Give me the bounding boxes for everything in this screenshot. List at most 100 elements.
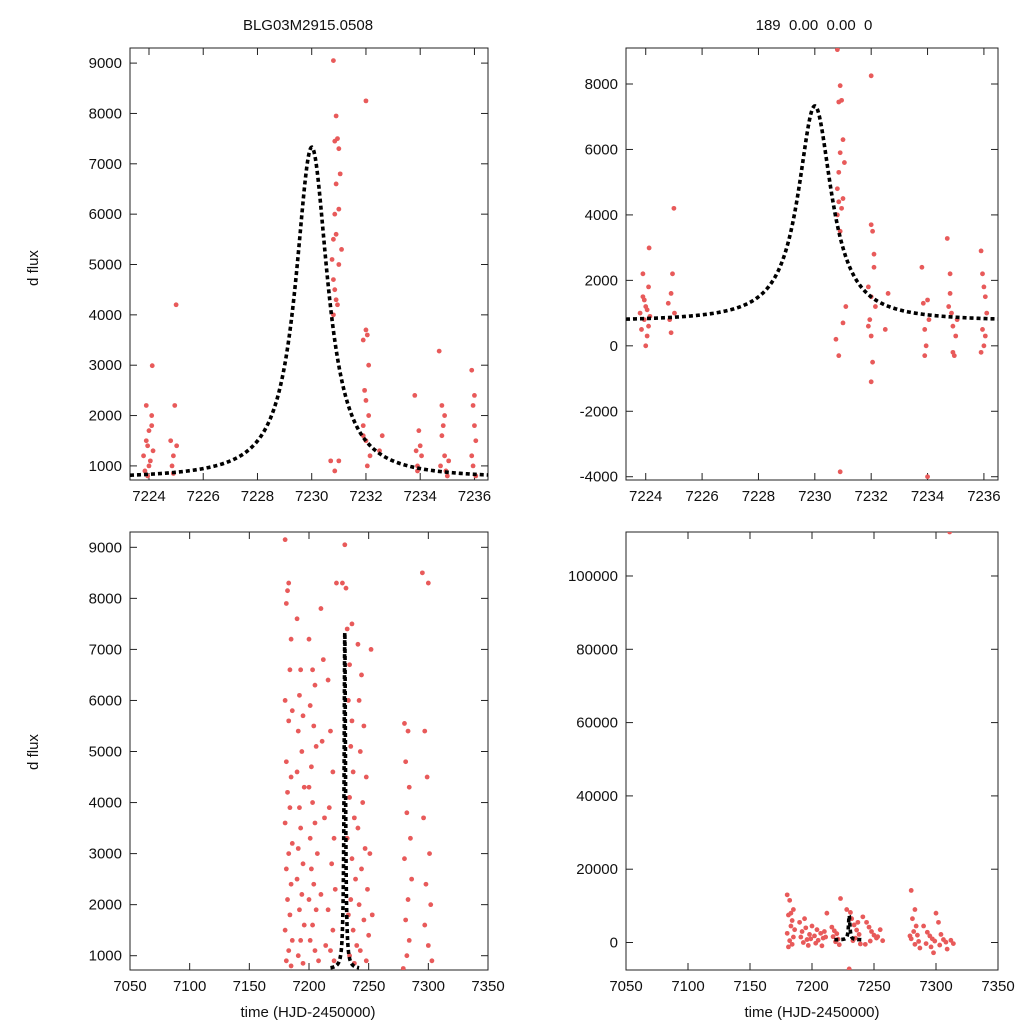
data-point (644, 307, 650, 313)
data-point (312, 820, 318, 826)
data-point (864, 919, 869, 925)
y-tick-label: 5000 (89, 744, 122, 761)
data-point (288, 636, 294, 642)
data-point (403, 759, 409, 765)
data-point (356, 698, 362, 703)
data-point (285, 588, 290, 594)
data-point (351, 815, 357, 821)
data-point (425, 580, 431, 586)
y-tick-label: 8000 (585, 76, 618, 93)
data-point (320, 657, 326, 663)
data-point (285, 789, 290, 795)
data-point (323, 943, 329, 948)
data-point (877, 927, 883, 933)
data-point (926, 317, 932, 323)
y-tick-label: 8000 (89, 105, 122, 122)
y-tick-label: -2000 (580, 403, 618, 420)
data-point (982, 333, 988, 339)
data-point (805, 943, 811, 948)
data-point (282, 698, 288, 703)
data-point (819, 943, 825, 949)
data-point (307, 703, 313, 708)
data-point (345, 698, 351, 703)
data-point (313, 907, 319, 913)
data-point (342, 542, 348, 548)
data-point (912, 941, 918, 947)
data-point (442, 453, 448, 459)
data-point (416, 428, 422, 434)
data-point (671, 205, 677, 211)
data-point (366, 413, 372, 418)
data-point (332, 211, 338, 217)
data-point (419, 453, 424, 459)
x-tick-label: 7100 (173, 978, 206, 995)
data-point (337, 171, 343, 177)
data-point (287, 912, 293, 918)
data-point (379, 433, 385, 439)
x-tick-label: 7050 (609, 978, 642, 995)
x-tick-label: 7228 (241, 488, 274, 505)
y-tick-label: 3000 (89, 846, 122, 863)
data-point (473, 438, 479, 444)
data-point (349, 856, 355, 862)
data-point (282, 820, 288, 826)
data-point (868, 333, 874, 339)
model-curve (130, 145, 488, 478)
data-point (840, 320, 846, 326)
y-tick-label: 0 (610, 338, 618, 355)
data-point (787, 897, 793, 903)
data-point (786, 944, 791, 950)
data-point (944, 946, 950, 952)
data-point (332, 468, 338, 474)
data-point (363, 327, 369, 333)
data-point (947, 271, 953, 277)
data-point (668, 330, 674, 336)
data-point (950, 349, 956, 355)
data-point (367, 851, 373, 857)
data-point (933, 910, 939, 916)
data-point (800, 940, 806, 945)
data-point (808, 936, 814, 942)
data-point (472, 393, 477, 398)
data-point (326, 805, 332, 811)
data-point (947, 532, 953, 535)
data-point (836, 353, 842, 359)
data-point (350, 927, 356, 933)
data-point (308, 764, 314, 770)
data-point (146, 428, 152, 434)
data-point (427, 851, 432, 857)
data-point (368, 647, 374, 652)
data-point (936, 919, 941, 925)
data-point (295, 728, 301, 734)
plot-frame (129, 531, 489, 971)
data-point (953, 333, 959, 339)
data-point (348, 744, 354, 749)
data-point (924, 929, 930, 935)
data-point (818, 930, 824, 936)
data-point (422, 922, 428, 928)
data-point (289, 708, 295, 714)
data-point (318, 606, 324, 611)
data-point (363, 398, 369, 403)
data-point (784, 930, 790, 936)
data-point (839, 97, 844, 103)
data-point (439, 433, 445, 439)
y-tick-label: 9000 (89, 539, 122, 556)
y-tick-label: 7000 (89, 641, 122, 658)
panel-bottom-right: 7050 7100 7150 7200 7250 7300 7350 0 20000 40000 6… (568, 531, 1015, 995)
data-point (325, 907, 331, 913)
data-point (366, 362, 372, 368)
y-tick-label: 4000 (585, 207, 618, 224)
y-tick-label: 2000 (585, 272, 618, 289)
data-point (331, 58, 336, 63)
plot-frame (625, 531, 999, 971)
data-point (143, 438, 149, 444)
data-point (310, 922, 315, 928)
x-tick-label: 7232 (854, 488, 887, 505)
y-tick-label: 4000 (89, 795, 122, 812)
data-point (334, 580, 339, 586)
data-point (422, 728, 428, 734)
data-point (357, 749, 363, 754)
data-point (363, 958, 369, 964)
